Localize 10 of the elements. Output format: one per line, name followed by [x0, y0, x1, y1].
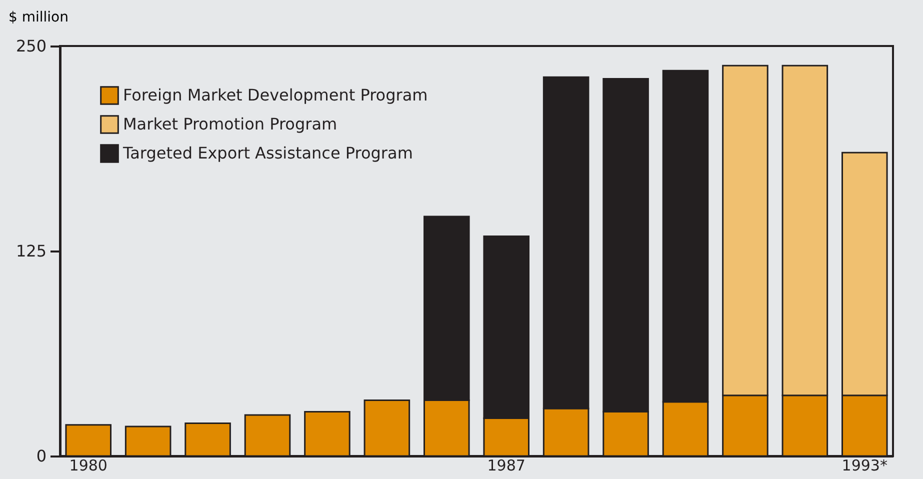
x-tick-label: 1980	[69, 456, 108, 474]
x-tick-label: 1993*	[842, 456, 888, 474]
y-tick-label: 125	[16, 242, 46, 260]
y-axis-title: $ million	[8, 10, 68, 26]
y-tick-label: 250	[16, 36, 46, 56]
legend-label: Market Promotion Program	[123, 114, 338, 134]
y-tick-label: 0	[36, 446, 46, 466]
legend-label: Foreign Market Development Program	[123, 86, 428, 104]
legend-label: Targeted Export Assistance Program	[122, 144, 413, 162]
x-tick-label: 1987	[487, 456, 526, 474]
